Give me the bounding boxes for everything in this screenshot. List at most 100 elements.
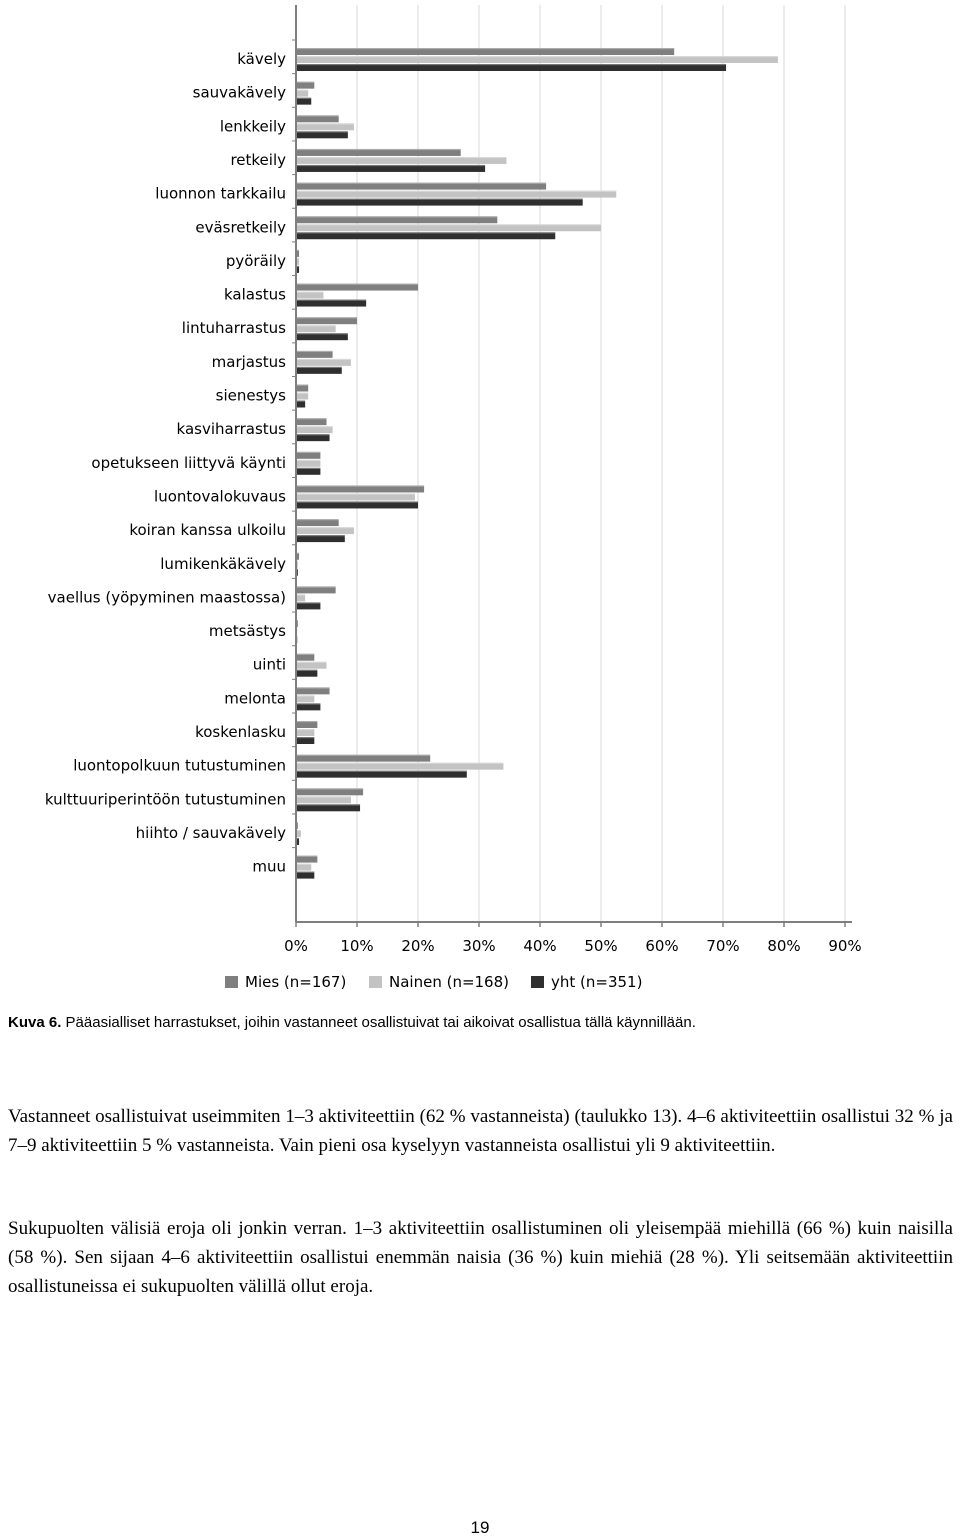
bar-highlight: [296, 493, 415, 495]
bar-1-12: [296, 459, 321, 467]
bar-highlight: [296, 459, 321, 461]
bar-highlight: [296, 131, 348, 133]
x-tick-label: 70%: [706, 937, 739, 955]
bar-highlight: [296, 299, 367, 301]
bar-1-11: [296, 426, 333, 434]
category-label: uinti: [253, 656, 286, 674]
legend-swatch: [531, 976, 544, 988]
bar-0-12: [296, 451, 321, 459]
bar-highlight: [296, 48, 675, 50]
category-label: metsästys: [209, 622, 286, 640]
axes: [292, 5, 852, 927]
bar-highlight: [296, 687, 330, 689]
bar-0-20: [296, 721, 318, 728]
bar-2-21: [296, 770, 467, 778]
bar-highlight: [296, 721, 318, 723]
bar-1-5: [296, 224, 601, 232]
bar-highlight: [296, 216, 498, 218]
bar-1-19: [296, 695, 315, 703]
bar-0-19: [296, 687, 330, 695]
bar-1-8: [296, 325, 336, 333]
bar-highlight: [296, 594, 306, 596]
bar-highlight: [296, 123, 354, 125]
bar-2-12: [296, 467, 321, 475]
bar-0-9: [296, 350, 333, 358]
category-label: muu: [252, 858, 286, 876]
x-tick-label: 20%: [401, 937, 434, 955]
category-label: luontovalokuvaus: [154, 487, 286, 505]
bar-highlight: [296, 535, 345, 537]
bar-highlight: [296, 602, 321, 604]
bar-highlight: [296, 257, 300, 260]
bar-highlight: [296, 148, 461, 151]
bar-2-3: [296, 164, 486, 172]
bar-0-2: [296, 115, 339, 123]
bar-highlight: [296, 770, 467, 772]
bar-0-10: [296, 384, 309, 392]
bar-highlight: [296, 115, 339, 117]
category-label: lintuharrastus: [182, 319, 286, 337]
bar-1-2: [296, 123, 354, 131]
bar-0-11: [296, 418, 327, 426]
bar-2-2: [296, 131, 348, 139]
bar-highlight: [296, 198, 583, 200]
legend-swatch: [369, 976, 382, 988]
bar-highlight: [296, 737, 315, 739]
bar-0-21: [296, 754, 431, 762]
bar-highlight: [296, 182, 547, 184]
category-label: retkeily: [230, 151, 286, 169]
bar-highlight: [296, 796, 351, 798]
bar-highlight: [296, 804, 361, 806]
bar-highlight: [296, 89, 309, 91]
bar-highlight: [296, 81, 315, 83]
bar-1-24: [296, 863, 312, 871]
bar-highlight: [296, 451, 321, 453]
bar-highlight: [296, 56, 778, 58]
bar-highlight: [296, 669, 318, 671]
bar-highlight: [296, 527, 354, 529]
category-label: lenkkeily: [220, 117, 286, 135]
category-label: melonta: [224, 689, 286, 707]
bar-1-9: [296, 358, 351, 366]
body-paragraph-2: Sukupuolten välisiä eroja oli jonkin ver…: [8, 1218, 953, 1297]
bar-highlight: [296, 190, 617, 192]
bar-2-16: [296, 602, 321, 610]
bar-2-19: [296, 703, 321, 711]
bar-2-5: [296, 232, 556, 240]
bar-0-18: [296, 653, 315, 661]
bar-2-11: [296, 434, 330, 442]
category-label: lumikenkäkävely: [160, 555, 286, 573]
bar-highlight: [296, 501, 418, 503]
bar-highlight: [296, 350, 333, 353]
bar-1-10: [296, 392, 309, 400]
page-number: 19: [470, 1518, 490, 1537]
bar-highlight: [296, 418, 327, 420]
bar-2-4: [296, 198, 583, 206]
x-tick-label: 30%: [462, 937, 495, 955]
category-labels: kävely sauvakävely lenkkeily retkeily luonno…: [45, 50, 286, 876]
bar-2-24: [296, 871, 315, 879]
bar-highlight: [296, 653, 315, 655]
category-label: marjastus: [212, 353, 287, 371]
bar-1-23: [296, 829, 301, 837]
bar-highlight: [296, 855, 318, 857]
bar-0-3: [296, 148, 461, 156]
legend-label: Mies (n=167): [245, 973, 346, 991]
category-label: kävely: [237, 50, 286, 68]
legend-label: yht (n=351): [551, 973, 642, 991]
bar-0-7: [296, 283, 418, 291]
bar-highlight: [296, 291, 324, 293]
caption-label: Kuva 6.: [8, 1014, 62, 1031]
bar-2-9: [296, 366, 342, 374]
bar-0-4: [296, 182, 547, 190]
bar-0-24: [296, 855, 318, 863]
bar-highlight: [296, 426, 333, 428]
bar-1-20: [296, 729, 315, 736]
bar-highlight: [296, 325, 336, 327]
category-label: vaellus (yöpyminen maastossa): [48, 588, 286, 606]
bar-1-22: [296, 796, 351, 804]
bar-2-7: [296, 299, 367, 307]
bar-1-0: [296, 56, 778, 63]
bar-highlight: [296, 392, 309, 394]
bar-highlight: [296, 871, 315, 873]
